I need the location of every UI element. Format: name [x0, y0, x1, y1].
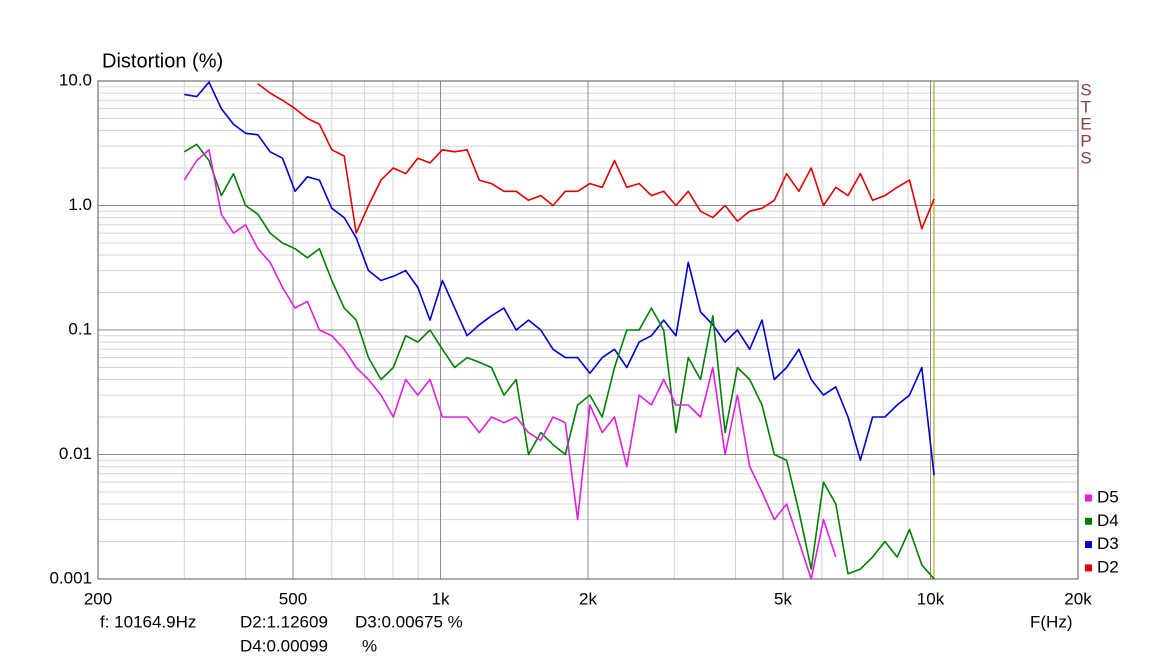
- cursor-readout: f: 10164.9Hz: [100, 612, 196, 631]
- y-tick-label: 1.0: [68, 195, 92, 214]
- legend-swatch: [1085, 517, 1092, 525]
- legend-swatch: [1085, 494, 1092, 502]
- x-tick-label: 10k: [917, 589, 945, 608]
- legend-label: D3: [1097, 534, 1119, 553]
- side-label-letter: P: [1080, 131, 1091, 150]
- x-tick-label: 200: [84, 589, 112, 608]
- side-label-letter: T: [1081, 97, 1091, 116]
- series-line: [257, 83, 935, 234]
- side-label-letter: S: [1080, 80, 1091, 99]
- legend-label: D5: [1097, 487, 1119, 506]
- y-tick-label: 0.001: [49, 568, 92, 587]
- series-line: [184, 81, 935, 476]
- legend-label: D4: [1097, 511, 1119, 530]
- x-tick-label: 1k: [432, 589, 450, 608]
- cursor-readout: D3:0.00675 %: [355, 612, 463, 631]
- series-line: [183, 143, 935, 579]
- plot-area: [183, 81, 935, 579]
- legend-swatch: [1085, 564, 1092, 572]
- legend-swatch: [1085, 541, 1092, 549]
- x-axis-label: F(Hz): [1030, 612, 1072, 631]
- y-tick-label: 0.1: [68, 319, 92, 338]
- legend-label: D2: [1097, 557, 1119, 576]
- side-label-letter: S: [1080, 148, 1091, 167]
- x-tick-label: 2k: [579, 589, 597, 608]
- series-line: [183, 149, 837, 579]
- cursor-readout: D2:1.12609: [240, 612, 328, 631]
- x-tick-label: 20k: [1064, 589, 1092, 608]
- y-tick-label: 10.0: [59, 70, 92, 89]
- x-tick-label: 5k: [774, 589, 792, 608]
- chart-title: Distortion (%): [102, 50, 223, 72]
- x-tick-label: 500: [279, 589, 307, 608]
- cursor-readout: %: [362, 636, 377, 655]
- plot-frame: [97, 80, 1079, 580]
- cursor-readout: D4:0.00099: [240, 636, 328, 655]
- y-tick-label: 0.01: [59, 444, 92, 463]
- side-label-letter: E: [1080, 114, 1091, 133]
